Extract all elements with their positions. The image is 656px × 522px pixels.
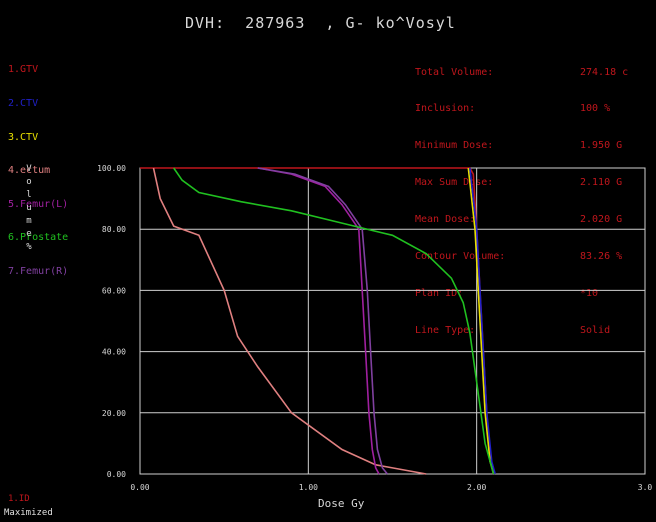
series-line-7-femur-r- [257, 167, 389, 475]
stat-label: Total Volume: [415, 66, 494, 78]
stat-value: 2.020 G [580, 214, 623, 226]
stat-value: Solid [580, 324, 611, 336]
stats-values: 274.18 c 100 % 1.950 G 2.110 G 2.020 G 8… [580, 42, 628, 362]
legend-item[interactable]: 4.ectum [8, 165, 51, 177]
series-line-6-prostate [173, 167, 495, 475]
chart-title: DVH: 287963 , G- ko^Vosyl [185, 14, 456, 32]
series-line-1-gtv [140, 167, 495, 475]
stat-value: 100 % [580, 103, 611, 115]
legend-item[interactable]: 6.Prostate [8, 232, 69, 244]
plot-frame [139, 167, 646, 475]
stat-label: Max Sum Dose: [415, 177, 494, 189]
x-tick-label: 1.00 [299, 483, 318, 492]
x-tick-label: 0.00 [130, 483, 149, 492]
x-tick-label: 3.0 [638, 483, 653, 492]
series-line-5-femur-l- [257, 167, 380, 475]
stat-label: Minimum Dose: [415, 140, 494, 152]
stat-label: Line Type: [415, 324, 476, 336]
x-axis-label: Dose Gy [318, 497, 365, 510]
series-line-4-ectum [152, 167, 427, 475]
legend-item[interactable]: 5.Femur(L) [8, 198, 69, 210]
stat-value: 274.18 c [580, 66, 629, 78]
x-tick-label: 2.00 [467, 483, 486, 492]
y-tick-label: 0.00 [107, 470, 126, 479]
stat-label: Plan ID: [415, 287, 464, 299]
legend-item[interactable]: 7.Femur(R) [8, 266, 69, 278]
footer-id: 1.ID [8, 494, 30, 504]
legend: 1.GTV 2.CTV 3.CTV 4.ectum 5.Femur(L) 6.P… [8, 42, 68, 300]
stat-value: 83.26 % [580, 251, 623, 263]
stat-value: 2.110 G [580, 177, 623, 189]
footer-status[interactable]: Maximized [4, 508, 53, 518]
legend-item[interactable]: 2.CTV [8, 98, 39, 110]
stat-value: 1.950 G [580, 140, 623, 152]
stat-label: Contour Volume: [415, 251, 506, 263]
y-tick-label: 40.00 [102, 348, 126, 357]
stats-labels: Total Volume: Inclusion: Minimum Dose: M… [415, 42, 505, 362]
y-axis-label: Volume % [26, 164, 32, 252]
stat-label: Inclusion: [415, 103, 476, 115]
y-tick-label: 80.00 [102, 225, 126, 234]
legend-item[interactable]: 1.GTV [8, 64, 39, 76]
stat-value: *10 [580, 287, 599, 299]
stat-label: Mean Dose: [415, 214, 476, 226]
y-tick-label: 60.00 [102, 286, 126, 295]
y-tick-label: 20.00 [102, 409, 126, 418]
legend-item[interactable]: 3.CTV [8, 131, 39, 143]
y-tick-label: 100.00 [97, 164, 126, 173]
series-line-2-ctv [469, 167, 496, 475]
